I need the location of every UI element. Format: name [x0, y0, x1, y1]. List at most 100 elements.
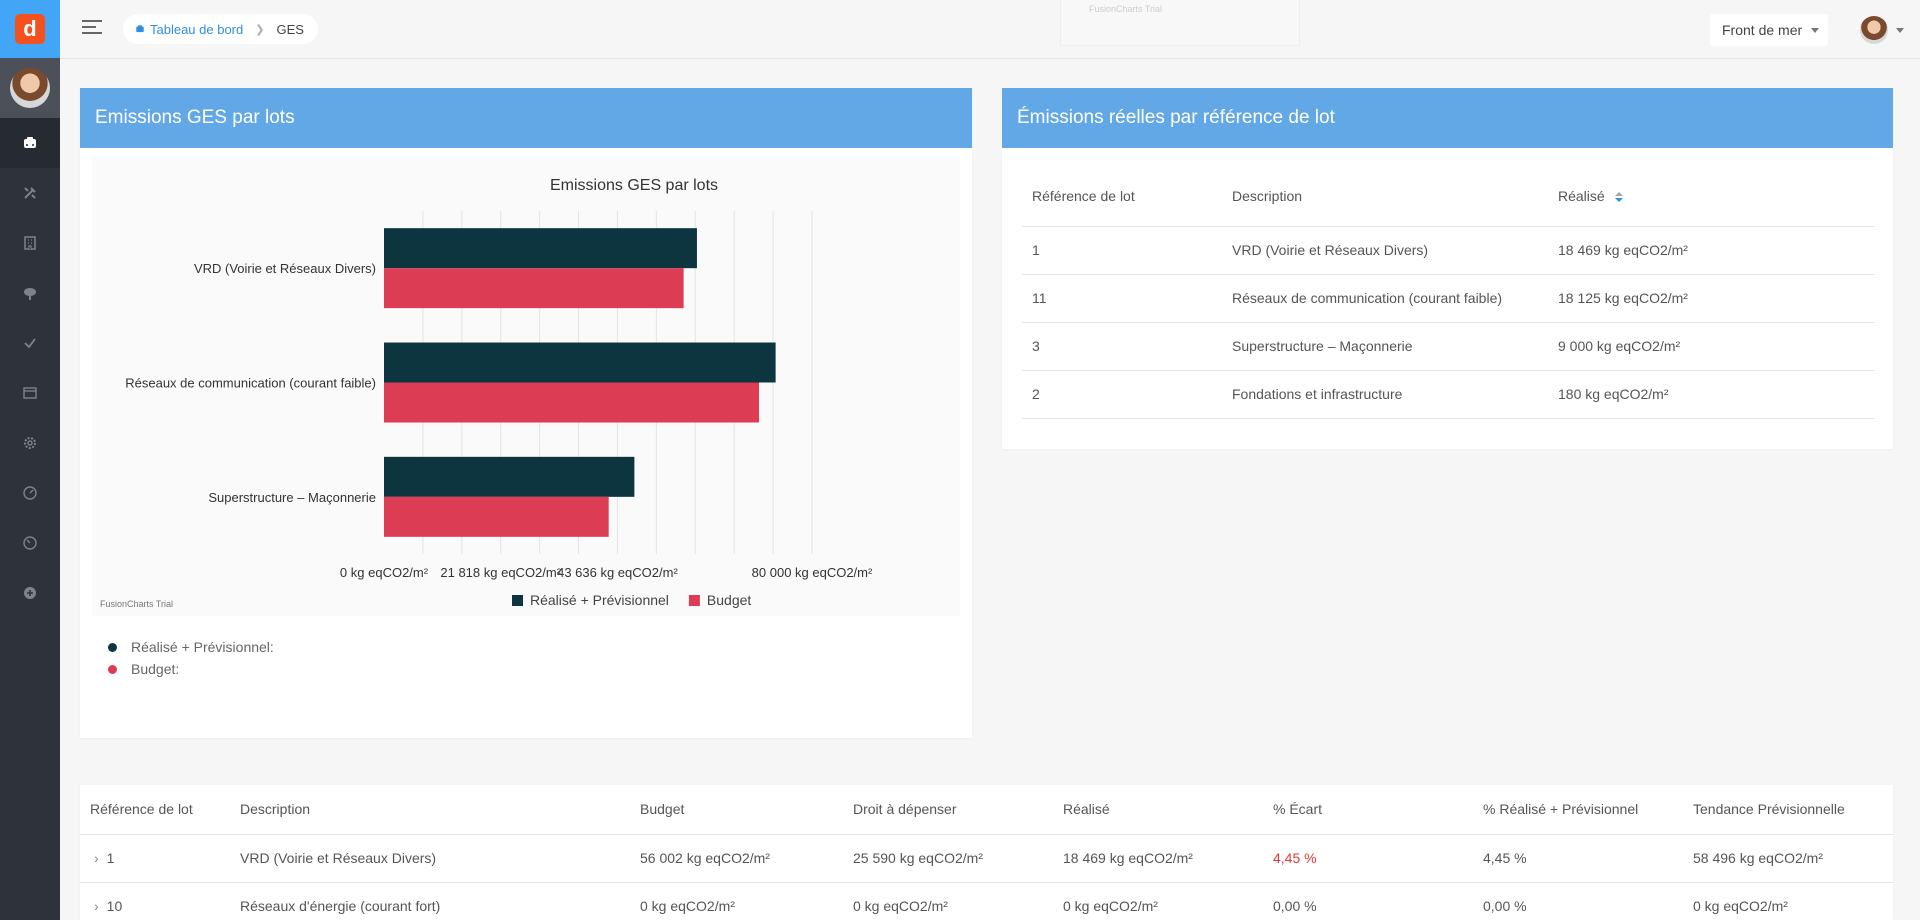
gear-icon — [24, 437, 36, 449]
sidebar: d — [0, 0, 60, 920]
chevron-right-icon[interactable]: › — [94, 850, 99, 866]
cell-description: Réseaux d'énergie (courant fort) — [230, 882, 630, 920]
menu-bar — [82, 32, 102, 34]
column-header-tendance[interactable]: Tendance Prévisionnelle — [1683, 785, 1893, 835]
menu-toggle-button[interactable] — [82, 20, 102, 36]
breadcrumb: Tableau de bord ❯ GES — [123, 14, 318, 44]
table-row[interactable]: › 10 Réseaux d'énergie (courant fort) 0 k… — [80, 882, 1893, 920]
tree-icon — [24, 288, 36, 300]
nav-check[interactable] — [0, 318, 60, 368]
column-header-reference[interactable]: Référence de lot — [1022, 166, 1222, 227]
cell-reference: 2 — [1022, 370, 1222, 419]
nav-tools[interactable] — [0, 168, 60, 218]
tools-icon — [24, 187, 36, 199]
chart-category-labels: VRD (Voirie et Réseaux Divers) Réseaux de… — [125, 261, 376, 505]
nav-gauge-2[interactable] — [0, 518, 60, 568]
cell-realise-previsionnel: 0,00 % — [1473, 882, 1683, 920]
column-header-description[interactable]: Description — [230, 785, 630, 835]
logo-area[interactable]: d — [0, 0, 60, 58]
legend-status-realise: Réalisé + Prévisionnel: — [108, 639, 274, 655]
cell-reference[interactable]: › 10 — [80, 882, 230, 920]
sort-icon[interactable] — [1614, 192, 1623, 203]
trial-watermark: FusionCharts Trial — [1060, 0, 1300, 46]
chart-legend: Réalisé + Prévisionnel Budget — [512, 592, 751, 608]
check-icon — [24, 338, 36, 349]
bar[interactable] — [384, 382, 760, 423]
legend-status-budget: Budget: — [108, 661, 179, 677]
breadcrumb-home-label[interactable]: Tableau de bord — [150, 21, 244, 37]
menu-bar — [82, 20, 102, 22]
user-avatar[interactable] — [1860, 16, 1888, 44]
column-header-droit[interactable]: Droit à dépenser — [843, 785, 1053, 835]
bar[interactable] — [384, 496, 609, 537]
cell-description: VRD (Voirie et Réseaux Divers) — [1222, 226, 1548, 275]
category-label: VRD (Voirie et Réseaux Divers) — [194, 261, 376, 276]
bar[interactable] — [384, 268, 684, 309]
table-row: 3 Superstructure – Maçonnerie 9 000 kg e… — [1022, 322, 1875, 371]
legend-swatch — [688, 595, 700, 606]
chart-card: Emissions GES par lots Emissions GES par… — [80, 88, 972, 738]
chevron-right-icon: ❯ — [255, 23, 265, 36]
cell-realise-previsionnel: 4,45 % — [1473, 834, 1683, 883]
x-tick-label: 0 kg eqCO2/m² — [340, 565, 429, 580]
emissions-by-lot-title: Émissions réelles par référence de lot — [1002, 88, 1893, 148]
cell-budget: 0 kg eqCO2/m² — [630, 882, 843, 920]
avatar[interactable] — [10, 68, 50, 108]
nav-settings[interactable] — [0, 418, 60, 468]
caret-down-icon — [1811, 28, 1819, 33]
topbar: Tableau de bord ❯ GES FusionCharts Trial… — [60, 0, 1920, 59]
category-label: Réseaux de communication (courant faible… — [125, 376, 376, 391]
legend-status-label: Réalisé + Prévisionnel: — [131, 639, 274, 655]
column-header-reference[interactable]: Référence de lot — [80, 785, 230, 835]
bar[interactable] — [384, 456, 635, 497]
lots-detail-table: Référence de lot Description Budget Droi… — [80, 785, 1893, 920]
chevron-right-icon[interactable]: › — [94, 898, 99, 914]
column-header-realise[interactable]: Réalisé — [1548, 166, 1875, 227]
column-header-realise[interactable]: Réalisé — [1053, 785, 1263, 835]
cell-description: Superstructure – Maçonnerie — [1222, 322, 1548, 371]
sidebar-profile[interactable] — [0, 58, 60, 118]
series-dot — [108, 642, 117, 652]
cell-droit: 0 kg eqCO2/m² — [843, 882, 1053, 920]
cell-realise: 18 469 kg eqCO2/m² — [1548, 226, 1875, 275]
card-icon — [23, 387, 37, 399]
nav-add[interactable] — [0, 568, 60, 618]
table-row: 11 Réseaux de communication (courant fai… — [1022, 274, 1875, 323]
nav-building[interactable] — [0, 218, 60, 268]
cell-droit: 25 590 kg eqCO2/m² — [843, 834, 1053, 883]
gauge-icon — [23, 486, 37, 500]
nav-gauge-1[interactable] — [0, 468, 60, 518]
cell-reference[interactable]: › 1 — [80, 834, 230, 883]
emissions-by-lot-card: Émissions réelles par référence de lot R… — [1002, 88, 1893, 449]
table-header-row: Référence de lot Description Réalisé — [1022, 166, 1875, 227]
series-dot — [108, 664, 117, 674]
breadcrumb-current: GES — [276, 21, 304, 37]
app-logo[interactable]: d — [15, 14, 45, 44]
cell-ecart: 0,00 % — [1263, 882, 1473, 920]
cell-ecart: 4,45 % — [1263, 834, 1473, 883]
column-header-description[interactable]: Description — [1222, 166, 1548, 227]
category-label: Superstructure – Maçonnerie — [208, 490, 376, 505]
chart-card-title: Emissions GES par lots — [80, 88, 972, 148]
project-select[interactable]: Front de mer — [1710, 14, 1828, 46]
column-header-realise-previsionnel[interactable]: % Réalisé + Prévisionnel — [1473, 785, 1683, 835]
caret-down-icon[interactable] — [1896, 28, 1904, 33]
column-header-ecart[interactable]: % Écart — [1263, 785, 1473, 835]
column-header-budget[interactable]: Budget — [630, 785, 843, 835]
legend-label[interactable]: Budget — [707, 592, 751, 608]
bar[interactable] — [384, 228, 697, 269]
chart-bars — [384, 228, 776, 537]
cell-tendance: 58 496 kg eqCO2/m² — [1683, 834, 1893, 883]
table-row[interactable]: › 1 VRD (Voirie et Réseaux Divers) 56 002… — [80, 834, 1893, 883]
chart-title: Emissions GES par lots — [550, 177, 718, 194]
bar[interactable] — [384, 342, 776, 383]
cell-realise: 9 000 kg eqCO2/m² — [1548, 322, 1875, 371]
building-icon — [24, 236, 36, 250]
breadcrumb-home[interactable]: Tableau de bord — [135, 22, 243, 37]
nav-card[interactable] — [0, 368, 60, 418]
legend-swatch — [512, 595, 523, 606]
nav-dashboard[interactable] — [0, 118, 60, 168]
legend-label[interactable]: Réalisé + Prévisionnel — [530, 592, 669, 608]
nav-tree[interactable] — [0, 268, 60, 318]
cell-description: Réseaux de communication (courant faible… — [1222, 274, 1548, 323]
